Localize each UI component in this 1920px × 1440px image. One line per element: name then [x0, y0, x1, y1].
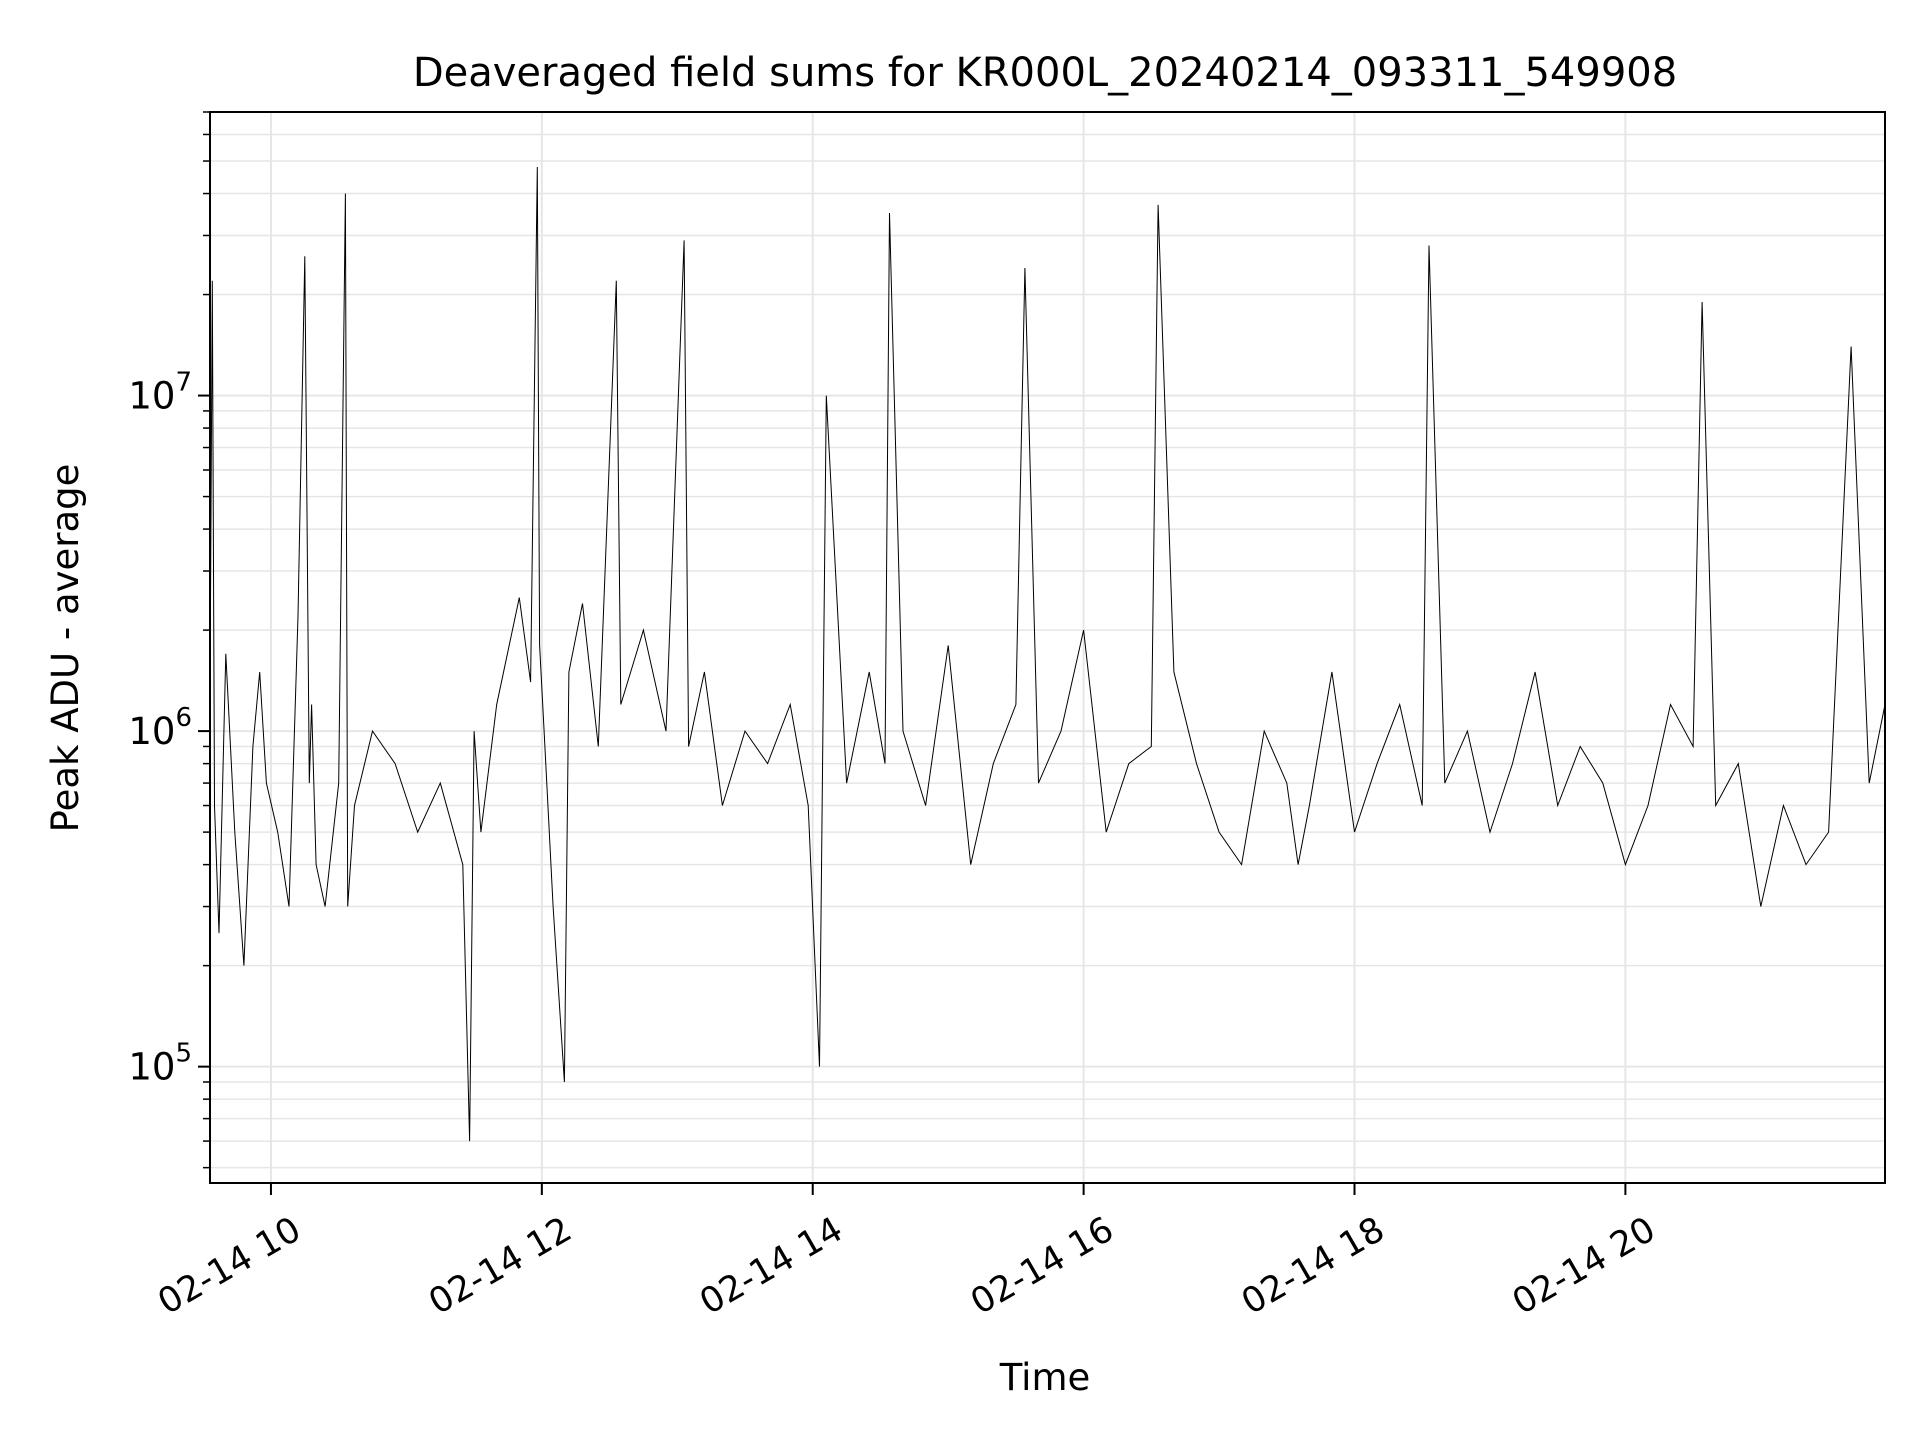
y-tick-exponent: 7: [175, 368, 192, 398]
x-axis: 02-14 10 02-14 12 02-14 14 02-14 16 02-14 18…: [152, 1183, 1662, 1323]
y-tick-label: 106: [128, 703, 192, 753]
y-axis-label: Peak ADU - average: [44, 464, 87, 833]
series-line: [209, 166, 1886, 1142]
x-tick-label: 02-14 16: [964, 1210, 1120, 1323]
y-tick-label: 107: [128, 368, 192, 418]
y-tick-label: 105: [128, 1039, 192, 1089]
x-tick-label: 02-14 18: [1235, 1210, 1391, 1323]
plot-frame: [209, 111, 1886, 1184]
y-tick-exponent: 6: [175, 703, 192, 733]
x-axis-label: Time: [999, 1356, 1091, 1399]
series-area: [209, 166, 1886, 1142]
x-tick-label: 02-14 10: [152, 1210, 308, 1323]
x-tick-label: 02-14 20: [1506, 1210, 1662, 1323]
y-tick-exponent: 5: [175, 1039, 192, 1069]
grid: [210, 111, 1885, 1183]
chart-title: Deaveraged field sums for KR000L_2024021…: [413, 50, 1677, 96]
y-axis: 105 106 107: [128, 111, 210, 1169]
x-tick-label: 02-14 14: [693, 1210, 849, 1323]
x-tick-label: 02-14 12: [422, 1210, 578, 1323]
